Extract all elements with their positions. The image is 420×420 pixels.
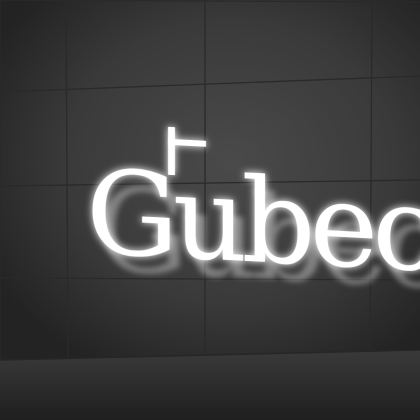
wall-grout-lines bbox=[0, 0, 420, 360]
sign-shadow-text: Gubech bbox=[96, 163, 420, 320]
sign-crossbar bbox=[168, 138, 206, 147]
floor bbox=[0, 350, 420, 420]
sign-ascender-stroke bbox=[168, 126, 175, 176]
tiled-wall bbox=[0, 0, 420, 360]
sign-logo-text: Gubech bbox=[86, 146, 420, 303]
